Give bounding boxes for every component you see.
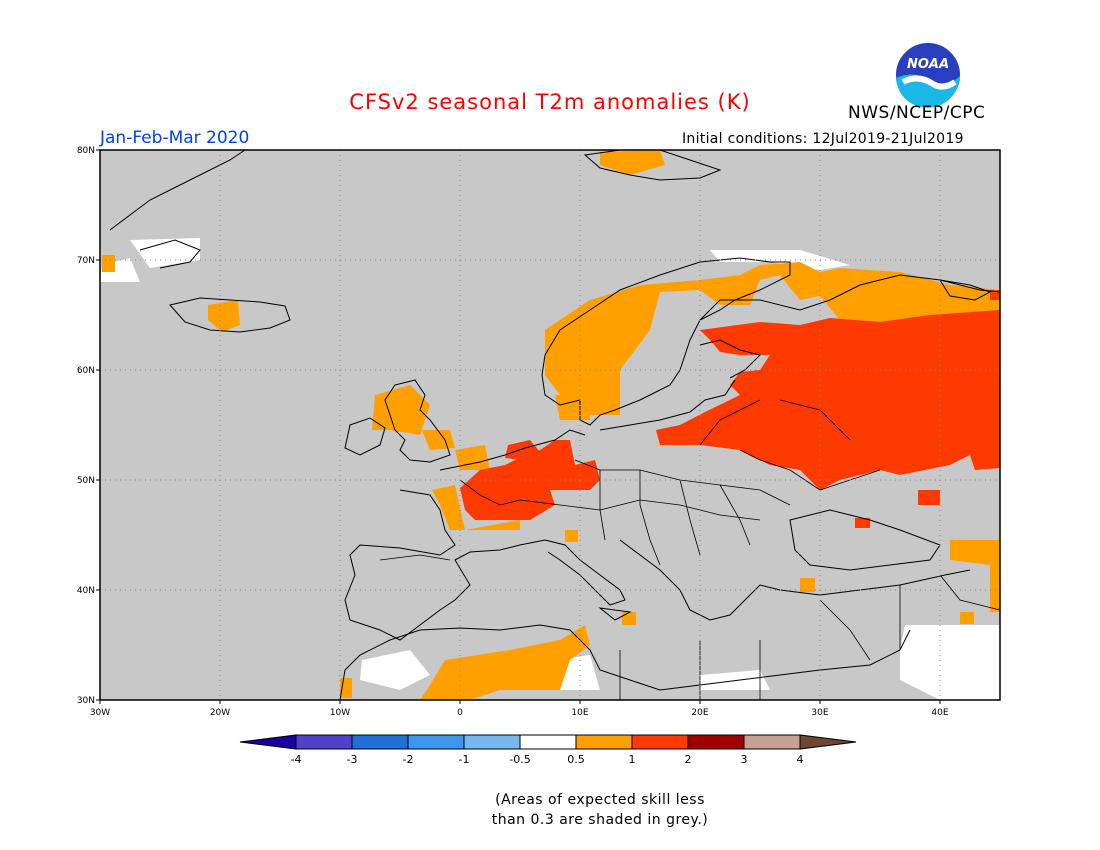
skill-note: (Areas of expected skill less than 0.3 a… [360, 790, 840, 830]
lat-tick-label: 70N [77, 256, 95, 266]
gridlines [100, 150, 1000, 700]
colorbar-box [407, 734, 465, 750]
colorbar-boxes [239, 734, 857, 750]
map-frame [99, 149, 1001, 701]
lon-tick-label: 40E [931, 708, 948, 718]
lon-tick-label: 30W [90, 708, 110, 718]
colorbar-box [575, 734, 633, 750]
lon-tick-label: 10E [571, 708, 588, 718]
longitude-tick-labels: 30W 20W 10W 0 10E 20E 30E 40E [90, 700, 949, 718]
lat-tick-label: 30N [77, 696, 95, 706]
colorbar-tick-label: 0.5 [567, 753, 585, 766]
lat-tick-label: 60N [77, 366, 95, 376]
colorbar-box [295, 734, 353, 750]
lat-tick-label: 40N [77, 586, 95, 596]
colorbar-box [687, 734, 745, 750]
colorbar-box [631, 734, 689, 750]
colorbar-tick-label: 3 [741, 753, 748, 766]
colorbar-low-arrow [239, 734, 297, 750]
colorbar-box [463, 734, 521, 750]
skill-note-line-2: than 0.3 are shaded in grey.) [491, 812, 709, 828]
colorbar-tick-label: -1 [459, 753, 470, 766]
colorbar-tick-label: -4 [291, 753, 302, 766]
colorbar-box [519, 734, 577, 750]
forecast-period: Jan-Feb-Mar 2020 [100, 128, 250, 148]
colorbar-box [743, 734, 801, 750]
lon-tick-label: 20E [691, 708, 708, 718]
colorbar-tick-label: -0.5 [509, 753, 530, 766]
noaa-logo: NOAA [893, 40, 963, 110]
lat-tick-label: 50N [77, 476, 95, 486]
lon-tick-label: 30E [811, 708, 828, 718]
initial-conditions: Initial conditions: 12Jul2019-21Jul2019 [682, 131, 964, 147]
colorbar-high-arrow [799, 734, 857, 750]
agency-credit: NWS/NCEP/CPC [848, 103, 986, 123]
noaa-logo-text: NOAA [907, 57, 949, 72]
country-borders [379, 399, 1001, 700]
lon-tick-label: 10W [330, 708, 350, 718]
colorbar-tick-label: 4 [797, 753, 804, 766]
colorbar-tick-label: 2 [685, 753, 692, 766]
latitude-tick-labels: 80N 70N 60N 50N 40N 30N [77, 146, 100, 706]
colorbar-tick-label: -3 [347, 753, 358, 766]
skill-note-line-1: (Areas of expected skill less [495, 792, 705, 808]
colorbar-tick-label: -2 [403, 753, 414, 766]
coastlines [109, 149, 1001, 701]
lat-tick-label: 80N [77, 146, 95, 156]
chart-title: CFSv2 seasonal T2m anomalies (K) [349, 90, 751, 114]
lon-tick-label: 20W [210, 708, 230, 718]
lon-tick-label: 0 [457, 708, 463, 718]
colorbar-tick-label: 1 [629, 753, 636, 766]
colorbar-box [351, 734, 409, 750]
colorbar-tick-labels: -4 -3 -2 -1 -0.5 0.5 1 2 3 4 [291, 753, 804, 766]
